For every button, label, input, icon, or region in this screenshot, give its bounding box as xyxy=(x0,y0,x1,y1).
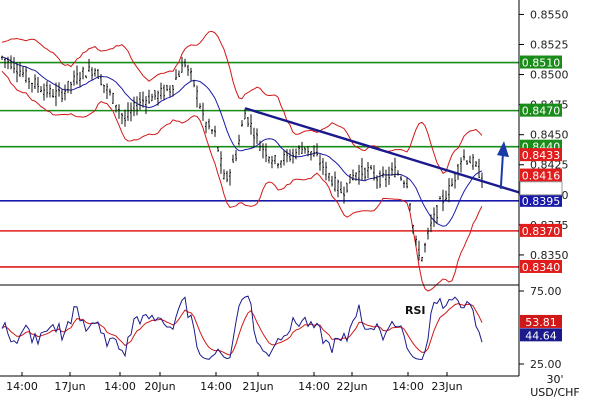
rsi-line xyxy=(1,295,483,361)
level-badge xyxy=(520,55,562,69)
time-tick-label: 20Jun xyxy=(144,380,175,393)
price-badge xyxy=(520,168,562,182)
rsi-lines xyxy=(1,295,483,361)
price-badge-label: 0.8405 xyxy=(522,183,561,196)
rsi-value-label: 53.81 xyxy=(525,316,557,329)
rsi-title: RSI xyxy=(405,304,426,317)
time-tick-label: 21Jun xyxy=(242,380,273,393)
rsi-pane: RSI xyxy=(1,295,483,361)
bollinger-upper xyxy=(1,30,483,174)
bollinger-lower xyxy=(1,70,483,292)
timeframe-label: 30' xyxy=(546,373,563,386)
level-badge-label: 0.8340 xyxy=(522,261,561,274)
time-tick-label: 14:00 xyxy=(104,380,136,393)
level-badge xyxy=(520,259,562,273)
level-badge xyxy=(520,223,562,237)
trendline-layer xyxy=(244,107,520,194)
time-tick-label: 23Jun xyxy=(431,380,462,393)
price-badge-label: 0.8433 xyxy=(522,149,561,162)
rsi-tick-label: 75.00 xyxy=(530,285,562,298)
price-badge-label: 0.8416 xyxy=(522,170,561,183)
time-tick-label: 17Jun xyxy=(54,380,85,393)
price-tick-label: 0.8425 xyxy=(530,159,569,172)
rsi-value-badge xyxy=(520,328,562,342)
time-tick-label: 14:00 xyxy=(392,380,424,393)
time-tick-label: 22Jun xyxy=(336,380,367,393)
price-tick-label: 0.8450 xyxy=(530,129,569,142)
projection-arrow-shaft xyxy=(499,153,504,189)
level-badge-label: 0.8510 xyxy=(522,57,561,70)
price-tick-label: 0.8500 xyxy=(530,69,569,82)
price-pane xyxy=(0,30,520,292)
downtrend-line xyxy=(244,107,520,194)
projection-arrow-head xyxy=(497,141,509,158)
level-badge xyxy=(520,103,562,117)
level-badge-label: 0.8370 xyxy=(522,225,561,238)
time-tick-label: 14:00 xyxy=(6,380,38,393)
level-badge-label: 0.8470 xyxy=(522,105,561,118)
rsi-value-badge xyxy=(520,314,562,328)
price-badges: 0.85100.84700.84400.83950.83700.83400.84… xyxy=(519,55,563,342)
level-badge xyxy=(520,193,562,207)
time-tick-label: 14:00 xyxy=(298,380,330,393)
price-badge xyxy=(519,181,563,196)
moving-average xyxy=(1,56,483,227)
time-tick-label: 14:00 xyxy=(200,380,232,393)
rsi-tick-label: 25.00 xyxy=(530,358,562,371)
price-badge xyxy=(520,148,562,162)
level-badge-label: 0.8395 xyxy=(522,195,561,208)
price-tick-label: 0.8525 xyxy=(530,38,569,51)
bollinger-bands xyxy=(1,30,483,292)
price-tick-label: 0.8550 xyxy=(530,8,569,21)
price-tick-label: 0.8350 xyxy=(530,249,569,262)
candles xyxy=(1,55,483,262)
time-axis: 14:00 17Jun 14:00 20Jun 14:00 21Jun 14:00 22Jun… xyxy=(0,284,519,393)
rsi-value-label: 44.64 xyxy=(525,329,557,342)
pair-label: USD/CHF xyxy=(530,386,580,399)
